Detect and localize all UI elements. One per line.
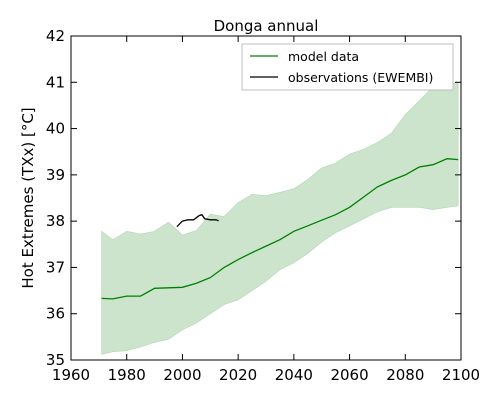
y-tick-label: 37 <box>46 258 65 276</box>
legend-box <box>241 43 454 91</box>
series-lines-layer <box>101 158 459 300</box>
y-tick-label: 36 <box>46 305 65 323</box>
y-axis-label: Hot Extremes (TXx) [°C] <box>19 107 37 288</box>
model-range-band <box>101 81 459 355</box>
x-tick-label: 1960 <box>52 366 90 384</box>
y-tick-label: 41 <box>46 73 65 91</box>
legend-label-model-data: model data <box>288 49 359 64</box>
x-tick-label: 2080 <box>386 366 424 384</box>
chart-title: Donga annual <box>214 17 319 35</box>
y-tick-label: 39 <box>46 166 65 184</box>
y-tick-label: 40 <box>46 120 65 138</box>
series-line-model-data <box>101 158 459 300</box>
x-tick-label: 2100 <box>442 366 480 384</box>
legend: model data observations (EWEMBI) <box>241 43 454 91</box>
legend-label-observations: observations (EWEMBI) <box>288 70 433 85</box>
y-tick-label: 35 <box>46 351 65 369</box>
y-tick-label: 42 <box>46 27 65 45</box>
x-tick-label: 1980 <box>108 366 146 384</box>
x-tick-label: 2060 <box>330 366 368 384</box>
axis-ticks-layer: 1960 1980 2000 2020 2040 2060 2080 2100 35 36 37 38… <box>46 27 480 384</box>
uncertainty-band-layer <box>101 81 459 355</box>
plot-frame <box>70 35 462 361</box>
y-tick-label: 38 <box>46 212 65 230</box>
x-tick-label: 2000 <box>163 366 201 384</box>
series-line-observations <box>176 213 219 228</box>
x-tick-label: 2040 <box>275 366 313 384</box>
x-tick-label: 2020 <box>219 366 257 384</box>
